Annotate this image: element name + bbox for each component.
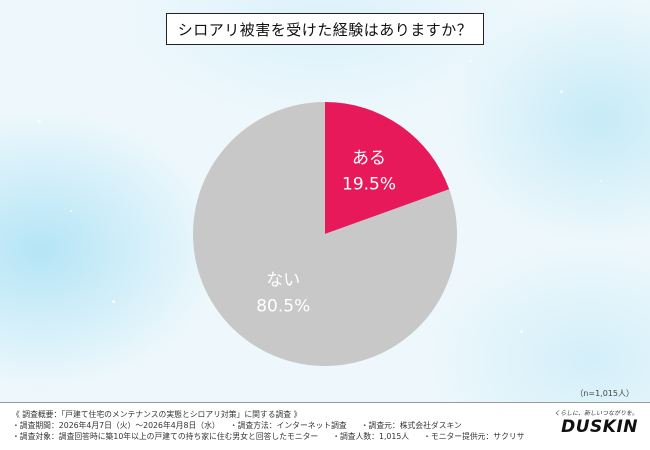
background-sparkle	[560, 90, 563, 93]
survey-note-item: ・調査期間：2026年4月7日（火）～2026年4月8日（水）	[12, 421, 216, 430]
pie-slice-no	[193, 102, 458, 367]
survey-note-line: 《 調査概要：「戸建て住宅のメンテナンスの実態とシロアリ対策」に関する調査 》	[12, 409, 542, 420]
survey-note-item: ・調査対象：調査回答時に築10年以上の戸建ての持ち家に住む男女と回答したモニター	[12, 432, 319, 441]
slice-category-label: ない	[266, 270, 300, 290]
background-sparkle	[38, 120, 41, 123]
footer-divider	[0, 402, 650, 403]
slice-category-label: ある	[352, 148, 386, 168]
pie-slice-yes	[325, 102, 450, 234]
sample-size-note: （n=1,015人）	[575, 389, 634, 398]
brand-tagline: くらしに、新しいつながりを。	[554, 410, 638, 417]
survey-note-item: ・モニター提供元：サクリサ	[423, 432, 525, 441]
survey-note-line: ・調査期間：2026年4月7日（火）～2026年4月8日（水） ・調査方法：インタ…	[12, 420, 542, 431]
survey-note-line: ・調査対象：調査回答時に築10年以上の戸建ての持ち家に住む男女と回答したモニター…	[12, 431, 542, 442]
survey-note-item: ・調査方法：インターネット調査	[229, 421, 347, 430]
background-sparkle	[470, 60, 472, 62]
survey-note-item: ・調査元：株式会社ダスキン	[360, 421, 462, 430]
slice-value-label: 80.5%	[256, 296, 310, 316]
background-sparkle	[112, 300, 115, 303]
duskin-logo: DUSKIN	[561, 417, 638, 437]
background-sparkle	[520, 330, 523, 333]
slice-value-label: 19.5%	[342, 174, 396, 194]
background-sparkle	[600, 180, 602, 182]
chart-title: シロアリ被害を受けた経験はありますか？	[166, 13, 484, 45]
background-sparkle	[70, 210, 72, 212]
survey-footer: 《 調査概要：「戸建て住宅のメンテナンスの実態とシロアリ対策」に関する調査 》・…	[0, 402, 650, 450]
survey-notes: 《 調査概要：「戸建て住宅のメンテナンスの実態とシロアリ対策」に関する調査 》・…	[12, 409, 542, 442]
brand-block: くらしに、新しいつながりを。 DUSKIN	[550, 408, 638, 437]
survey-note-item: ・調査人数：1,015人	[332, 432, 410, 441]
survey-note-item: 《 調査概要：「戸建て住宅のメンテナンスの実態とシロアリ対策」に関する調査 》	[12, 410, 302, 419]
